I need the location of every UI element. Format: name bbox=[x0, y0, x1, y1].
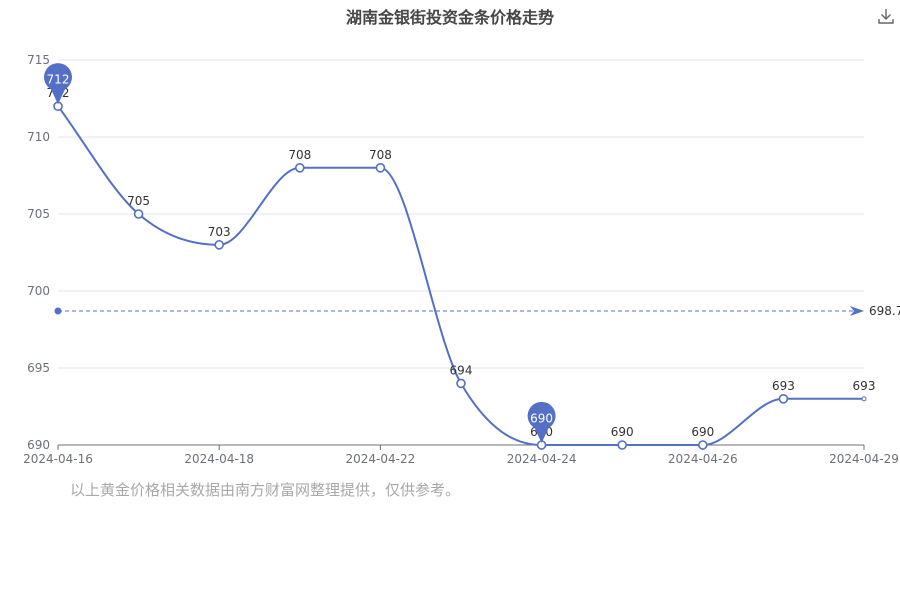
y-tick-label: 695 bbox=[27, 361, 50, 375]
x-tick-label: 2024-04-29 bbox=[829, 452, 899, 466]
data-point bbox=[294, 163, 305, 173]
y-tick-label: 700 bbox=[27, 284, 50, 298]
data-label: 693 bbox=[853, 379, 876, 393]
data-point bbox=[375, 163, 386, 173]
mark-points: 712 690 bbox=[44, 63, 556, 443]
pin-label: 690 bbox=[530, 412, 553, 426]
download-icon[interactable] bbox=[876, 6, 896, 26]
data-point bbox=[617, 440, 628, 450]
data-label: 690 bbox=[691, 425, 714, 439]
x-tick-label: 2024-04-26 bbox=[668, 452, 738, 466]
footnote: 以上黄金价格相关数据由南方财富网整理提供，仅供参考。 bbox=[70, 481, 461, 499]
data-point bbox=[778, 393, 789, 404]
data-label: 690 bbox=[611, 425, 634, 439]
average-mark-line: 698.7 bbox=[54, 304, 900, 318]
min-pin: 690 bbox=[527, 401, 556, 443]
data-label: 708 bbox=[369, 148, 392, 162]
data-point bbox=[133, 209, 144, 219]
pin-shape bbox=[527, 401, 556, 443]
series-line bbox=[57, 105, 864, 447]
y-tick-label: 715 bbox=[27, 53, 50, 67]
data-label: 703 bbox=[208, 225, 231, 239]
average-line-label: 698.7 bbox=[869, 304, 900, 318]
x-tick-label: 2024-04-16 bbox=[23, 452, 93, 466]
data-label: 705 bbox=[127, 194, 150, 208]
pin-label: 712 bbox=[47, 73, 70, 87]
data-label: 693 bbox=[772, 379, 795, 393]
data-point bbox=[456, 378, 466, 389]
pin-shape bbox=[44, 63, 73, 105]
data-point bbox=[697, 440, 708, 450]
x-tick-label: 2024-04-18 bbox=[184, 452, 254, 466]
y-tick-label: 690 bbox=[27, 438, 50, 452]
data-label: 694 bbox=[450, 363, 473, 377]
axes: 690 695 700 705 710 715 2024-04-16 2024-04-18 20… bbox=[23, 53, 899, 466]
data-point bbox=[861, 396, 867, 402]
data-label: 708 bbox=[288, 148, 311, 162]
y-tick-label: 705 bbox=[27, 207, 50, 221]
max-pin: 712 bbox=[44, 63, 73, 105]
y-tick-label: 710 bbox=[27, 130, 50, 144]
data-points bbox=[53, 101, 867, 450]
series-path bbox=[57, 105, 864, 447]
chart-title: 湖南金银街投资金条价格走势 bbox=[345, 8, 554, 27]
average-line-arrow bbox=[850, 306, 864, 317]
data-point bbox=[214, 240, 224, 250]
x-tick-label: 2024-04-24 bbox=[507, 452, 577, 466]
x-tick-label: 2024-04-22 bbox=[346, 452, 416, 466]
grid-lines bbox=[58, 59, 864, 369]
